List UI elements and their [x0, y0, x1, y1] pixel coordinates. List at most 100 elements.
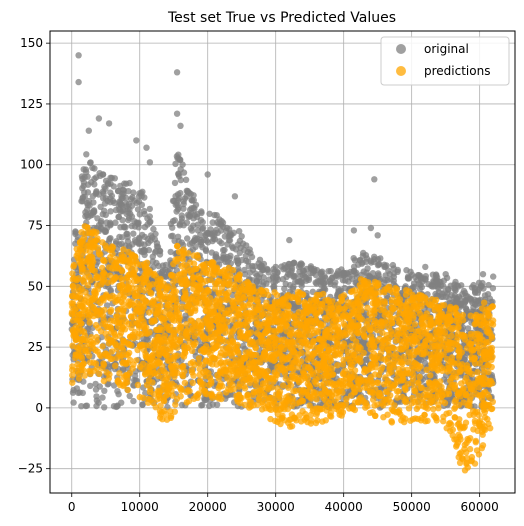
original-point — [385, 267, 392, 274]
original-point — [90, 199, 97, 206]
original-point — [135, 198, 143, 205]
original-point — [179, 161, 186, 168]
original-point — [128, 222, 135, 230]
prediction-point — [112, 362, 119, 369]
original-point — [139, 401, 146, 408]
prediction-point — [86, 319, 93, 326]
original-point — [422, 275, 429, 282]
prediction-point — [259, 311, 266, 318]
prediction-point — [106, 272, 114, 279]
prediction-point — [169, 339, 176, 346]
original-point — [136, 234, 143, 241]
prediction-point — [464, 367, 471, 375]
original-point — [243, 242, 250, 249]
original-outlier-point — [371, 176, 378, 183]
prediction-point — [383, 331, 391, 339]
original-point — [84, 214, 92, 221]
prediction-point — [85, 273, 93, 280]
original-point — [91, 181, 98, 188]
original-point — [327, 267, 334, 275]
prediction-point — [81, 372, 88, 379]
original-point — [173, 208, 180, 215]
original-point — [245, 262, 252, 270]
prediction-point — [280, 382, 287, 389]
prediction-point — [134, 381, 142, 389]
original-point — [358, 260, 366, 267]
original-point — [130, 382, 137, 389]
original-point — [290, 283, 297, 290]
prediction-point — [304, 350, 312, 357]
original-point — [212, 253, 220, 260]
original-point — [151, 236, 159, 243]
prediction-point — [82, 230, 89, 237]
original-point — [221, 233, 229, 240]
original-outlier-point — [146, 159, 154, 166]
prediction-point — [402, 335, 409, 342]
original-point — [80, 182, 87, 190]
original-point — [273, 274, 281, 281]
prediction-point — [154, 304, 161, 311]
original-point — [101, 404, 108, 411]
original-point — [461, 356, 468, 363]
original-point — [102, 185, 109, 192]
original-point — [83, 402, 91, 409]
original-outlier-point — [177, 122, 184, 129]
original-point — [375, 261, 383, 268]
prediction-point — [387, 314, 394, 321]
original-point — [318, 273, 326, 280]
original-outlier-point — [350, 227, 358, 234]
prediction-point — [137, 363, 144, 370]
prediction-point — [313, 396, 320, 403]
prediction-point — [439, 367, 446, 374]
prediction-point — [479, 431, 486, 438]
prediction-point — [364, 304, 371, 311]
original-point — [457, 300, 464, 307]
original-point — [101, 207, 108, 214]
original-point — [118, 399, 125, 406]
original-point — [110, 183, 118, 190]
original-point — [265, 269, 272, 276]
original-point — [144, 215, 151, 222]
original-point — [256, 256, 264, 263]
original-point — [228, 243, 236, 250]
original-point — [255, 274, 263, 281]
original-point — [171, 237, 178, 244]
prediction-point — [172, 401, 179, 408]
original-outlier-point — [479, 271, 487, 278]
prediction-point — [88, 334, 95, 341]
prediction-point — [394, 394, 401, 401]
prediction-point — [327, 413, 335, 420]
original-point — [291, 272, 299, 280]
prediction-point — [105, 375, 113, 382]
original-outlier-point — [367, 224, 375, 232]
original-point — [236, 249, 243, 256]
original-point — [134, 220, 142, 227]
original-point — [246, 269, 254, 276]
original-point — [211, 229, 218, 236]
original-point — [175, 155, 183, 163]
original-outlier-point — [462, 292, 470, 300]
original-point — [367, 257, 374, 264]
original-point — [360, 249, 367, 257]
original-outlier-point — [422, 263, 429, 271]
original-point — [334, 366, 341, 374]
original-point — [119, 206, 127, 213]
original-point — [178, 218, 185, 225]
original-point — [109, 197, 117, 205]
original-point — [203, 237, 210, 244]
original-point — [123, 210, 130, 217]
prediction-point — [99, 343, 106, 350]
prediction-point — [411, 321, 419, 328]
prediction-point — [340, 320, 347, 327]
prediction-point — [95, 249, 103, 256]
prediction-point — [78, 268, 86, 275]
prediction-point — [360, 349, 367, 357]
original-point — [211, 211, 218, 219]
original-point — [176, 173, 183, 180]
original-point — [180, 205, 187, 212]
original-point — [225, 237, 233, 244]
prediction-point — [325, 348, 332, 356]
original-point — [114, 388, 121, 395]
original-point — [270, 283, 277, 290]
prediction-point — [183, 388, 190, 396]
